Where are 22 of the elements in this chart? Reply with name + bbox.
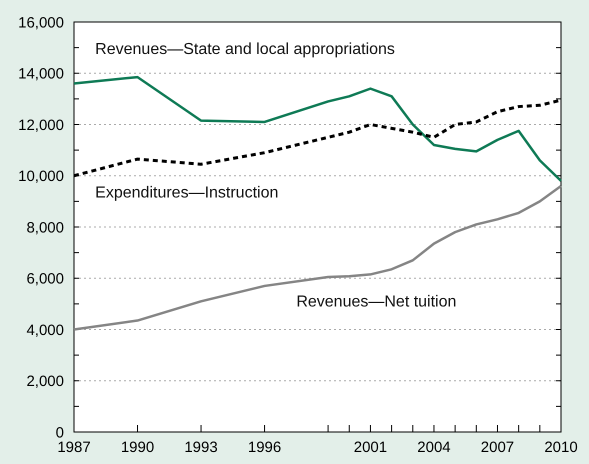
line-series xyxy=(72,184,562,331)
x-tick-label: 2001 xyxy=(354,439,388,456)
x-tick-label: 2010 xyxy=(544,439,578,456)
y-tick-label: 16,000 xyxy=(18,14,64,32)
line-series xyxy=(72,76,562,182)
x-tick-label: 2007 xyxy=(480,439,514,456)
y-tick-label: 2,000 xyxy=(26,373,64,390)
y-tick-label: 6,000 xyxy=(26,270,64,288)
y-tick-label: 10,000 xyxy=(18,168,64,185)
y-tick-label: 8,000 xyxy=(26,219,64,236)
y-tick-label: 0 xyxy=(56,424,64,442)
y-tick-label: 4,000 xyxy=(26,322,64,339)
series-label: Revenues—Net tuition xyxy=(296,293,456,310)
y-tick-label: 12,000 xyxy=(18,116,64,134)
series-label: Expenditures—Instruction xyxy=(95,184,278,202)
y-tick-label: 14,000 xyxy=(18,66,64,82)
x-tick-label: 1990 xyxy=(120,439,154,456)
x-tick-label: 1993 xyxy=(184,439,218,456)
x-tick-label: 1996 xyxy=(248,439,282,456)
series-label: Revenues—State and local appropriations xyxy=(95,41,395,58)
x-tick-label: 2004 xyxy=(417,439,451,456)
x-tick-label: 1987 xyxy=(57,439,91,456)
